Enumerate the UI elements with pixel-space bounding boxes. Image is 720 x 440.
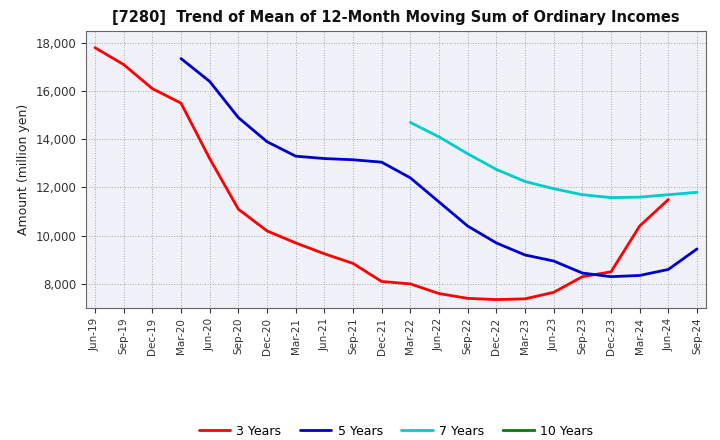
3 Years: [492, 297, 500, 302]
3 Years: [607, 269, 616, 275]
5 Years: [435, 199, 444, 205]
3 Years: [292, 240, 300, 246]
7 Years: [693, 190, 701, 195]
5 Years: [205, 79, 214, 84]
3 Years: [234, 206, 243, 212]
5 Years: [234, 115, 243, 120]
5 Years: [549, 258, 558, 264]
5 Years: [263, 139, 271, 144]
3 Years: [377, 279, 386, 284]
5 Years: [348, 157, 357, 162]
Title: [7280]  Trend of Mean of 12-Month Moving Sum of Ordinary Incomes: [7280] Trend of Mean of 12-Month Moving …: [112, 11, 680, 26]
3 Years: [120, 62, 128, 67]
3 Years: [521, 296, 529, 301]
7 Years: [635, 194, 644, 200]
3 Years: [320, 251, 328, 257]
3 Years: [348, 261, 357, 266]
7 Years: [549, 186, 558, 191]
7 Years: [492, 167, 500, 172]
Line: 3 Years: 3 Years: [95, 48, 668, 300]
5 Years: [406, 175, 415, 180]
7 Years: [464, 151, 472, 156]
5 Years: [578, 271, 587, 276]
3 Years: [635, 224, 644, 229]
5 Years: [464, 224, 472, 229]
Line: 7 Years: 7 Years: [410, 122, 697, 198]
7 Years: [435, 134, 444, 139]
7 Years: [607, 195, 616, 200]
3 Years: [263, 228, 271, 234]
3 Years: [578, 274, 587, 279]
5 Years: [664, 267, 672, 272]
7 Years: [664, 192, 672, 198]
5 Years: [176, 56, 185, 61]
5 Years: [521, 252, 529, 257]
5 Years: [607, 274, 616, 279]
3 Years: [176, 100, 185, 106]
7 Years: [578, 192, 587, 198]
7 Years: [521, 179, 529, 184]
7 Years: [406, 120, 415, 125]
5 Years: [320, 156, 328, 161]
3 Years: [464, 296, 472, 301]
Legend: 3 Years, 5 Years, 7 Years, 10 Years: 3 Years, 5 Years, 7 Years, 10 Years: [194, 420, 598, 440]
5 Years: [492, 240, 500, 246]
3 Years: [205, 156, 214, 161]
5 Years: [635, 273, 644, 278]
3 Years: [406, 281, 415, 286]
Y-axis label: Amount (million yen): Amount (million yen): [17, 104, 30, 235]
3 Years: [664, 197, 672, 202]
Line: 5 Years: 5 Years: [181, 59, 697, 277]
3 Years: [148, 86, 157, 91]
5 Years: [292, 154, 300, 159]
3 Years: [435, 291, 444, 296]
3 Years: [91, 45, 99, 50]
3 Years: [549, 290, 558, 295]
5 Years: [693, 246, 701, 252]
5 Years: [377, 160, 386, 165]
